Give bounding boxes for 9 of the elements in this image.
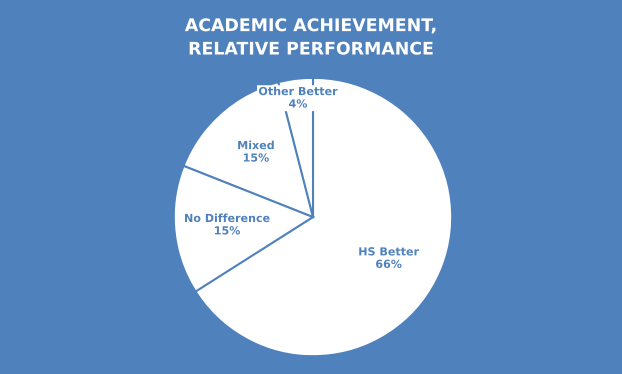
slice-label: HS Better	[359, 247, 420, 256]
slice-label: No Difference	[185, 214, 270, 222]
data-label: 66%	[376, 260, 402, 268]
slice-label: Other Better	[258, 86, 338, 96]
data-label: 4%	[289, 99, 308, 108]
chart-title: ACADEMIC ACHIEVEMENT, RELATIVE PERFORMANCE	[184, 18, 436, 55]
data-label: 15%	[244, 153, 269, 162]
slice-label: Mixed	[238, 140, 274, 150]
data-label: 15%	[215, 226, 240, 235]
